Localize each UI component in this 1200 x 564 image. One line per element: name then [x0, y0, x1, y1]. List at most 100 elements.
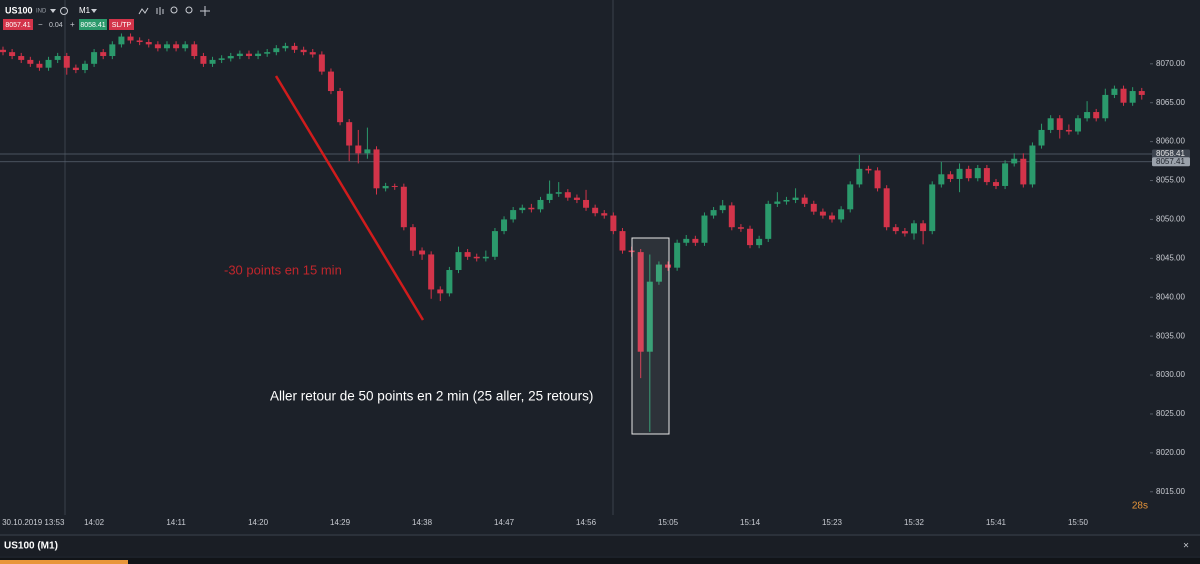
candle-body [1011, 158, 1018, 164]
candle-body [282, 45, 289, 49]
indicator-icon[interactable] [156, 7, 164, 15]
buy-button[interactable] [79, 19, 107, 30]
candle-body [892, 227, 899, 232]
candle-body [920, 223, 927, 232]
candle-body [18, 56, 25, 60]
candle-body [983, 168, 990, 183]
candle-body [163, 44, 170, 49]
candle-body [874, 170, 881, 189]
plus-button[interactable]: + [70, 20, 75, 29]
candle-body [947, 174, 954, 179]
close-button[interactable]: × [1183, 541, 1189, 552]
candle-body [127, 36, 134, 41]
candle-body [364, 149, 371, 154]
candle-body [756, 238, 763, 246]
trend-line [274, 75, 425, 321]
candle-body [519, 207, 526, 211]
candle-body [1093, 112, 1100, 119]
candle-body [136, 40, 143, 43]
candle-body [601, 213, 608, 216]
x-tick-label: 15:50 [1068, 518, 1089, 527]
candle-body [974, 168, 981, 179]
candle-body [63, 56, 70, 68]
info-icon[interactable] [60, 7, 68, 15]
zoom-in-icon[interactable] [185, 6, 193, 14]
candle-body [1029, 145, 1036, 185]
x-tick-label: 15:41 [986, 518, 1007, 527]
candle-body [801, 197, 808, 204]
y-tick-label: 8055.00 [1156, 176, 1185, 185]
x-tick-label: 14:20 [248, 518, 269, 527]
move-icon[interactable] [200, 6, 210, 16]
candle-body [856, 168, 863, 185]
timeframe[interactable]: M1 [79, 6, 91, 15]
y-tick-label: 8035.00 [1156, 331, 1185, 340]
candle-body [546, 193, 553, 200]
candle-body [883, 188, 890, 228]
candle-body [1047, 118, 1054, 130]
candle-body [419, 250, 426, 255]
dropdown-caret[interactable] [91, 9, 97, 13]
candle-body [701, 215, 708, 243]
candle-body [838, 209, 845, 220]
ask-price[interactable]: 8058.41 [80, 22, 105, 29]
y-tick-label: 8040.00 [1156, 292, 1185, 301]
candle-body [9, 52, 16, 57]
candle-body [27, 59, 34, 64]
y-tick-label: 8020.00 [1156, 448, 1185, 457]
candle-body [719, 205, 726, 211]
candle-body [1056, 118, 1063, 130]
candle-body [564, 192, 571, 198]
candle-body [81, 63, 88, 71]
sltp-label[interactable]: SL/TP [112, 22, 132, 29]
y-tick-label: 8060.00 [1156, 137, 1185, 146]
candle-body [911, 223, 917, 234]
chart-type-icon[interactable] [138, 7, 149, 15]
candle-body [391, 185, 398, 187]
candle-body [200, 56, 207, 64]
candle-body [309, 52, 316, 55]
candle-body [464, 252, 471, 257]
candle-body [45, 59, 52, 68]
symbol[interactable]: US100 [5, 5, 33, 15]
candle-body [1138, 91, 1145, 95]
candle-body [737, 227, 744, 229]
candle-body [646, 281, 653, 352]
candle-body [327, 71, 334, 92]
minus-button[interactable]: − [38, 20, 43, 29]
candle-body [346, 122, 353, 146]
zoom-out-icon[interactable] [170, 6, 178, 14]
candle-body [901, 231, 908, 234]
sltp-button[interactable] [109, 19, 134, 30]
dropdown-caret[interactable] [50, 9, 56, 13]
candle-body [145, 42, 152, 45]
candle-body [819, 211, 826, 216]
candle-body [655, 264, 662, 282]
candle-body [929, 184, 936, 232]
candle-body [118, 36, 125, 45]
candle-body [774, 201, 781, 204]
candle-body [674, 242, 681, 268]
candle-body [810, 203, 817, 212]
bid-price[interactable]: 8057.41 [5, 22, 30, 29]
candle-body [619, 231, 626, 251]
candle-body [1002, 163, 1009, 186]
y-tick-label: 8050.00 [1156, 215, 1185, 224]
x-tick-label: 15:32 [904, 518, 925, 527]
candle-body [428, 254, 435, 290]
candle-body [300, 49, 307, 53]
candle-body [355, 145, 362, 154]
candle-body [555, 192, 562, 194]
footer-bar [0, 536, 1200, 556]
candle-body [829, 215, 836, 220]
candle-body [592, 207, 599, 214]
x-tick-label: 14:56 [576, 518, 597, 527]
candle-body [1111, 88, 1118, 95]
plot-area: 8015.00 8020.00 8025.00 8030.00 8035.00 8040.… [0, 33, 1185, 527]
countdown: 28s [1132, 501, 1148, 512]
sell-button[interactable] [3, 19, 33, 30]
candle-body [273, 48, 280, 53]
